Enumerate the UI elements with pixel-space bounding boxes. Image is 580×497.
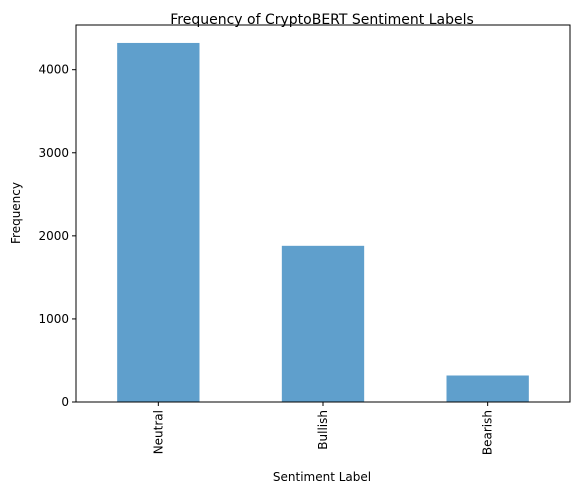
plot-frame xyxy=(75,24,571,403)
x-tick-label: Bullish xyxy=(316,410,330,450)
bar-bullish xyxy=(281,245,365,402)
chart-title: Frequency of CryptoBERT Sentiment Labels xyxy=(170,12,474,28)
y-tick-label: 3000 xyxy=(38,146,69,160)
y-tick-label: 1000 xyxy=(38,312,69,326)
x-axis: Neutral Bullish Bearish xyxy=(151,402,495,455)
y-tick-label: 0 xyxy=(61,395,69,409)
x-axis-label: Sentiment Label xyxy=(273,470,371,484)
x-tick-label: Neutral xyxy=(151,410,165,454)
y-axis-label: Frequency xyxy=(9,182,23,244)
y-tick-label: 4000 xyxy=(38,63,69,77)
bars-layer xyxy=(117,42,529,403)
bar-bearish xyxy=(446,375,529,402)
x-tick-label: Bearish xyxy=(481,410,495,455)
y-axis: 0 1000 2000 3000 4000 xyxy=(38,63,76,409)
y-tick-label: 2000 xyxy=(38,229,69,243)
bar-neutral xyxy=(117,42,200,403)
